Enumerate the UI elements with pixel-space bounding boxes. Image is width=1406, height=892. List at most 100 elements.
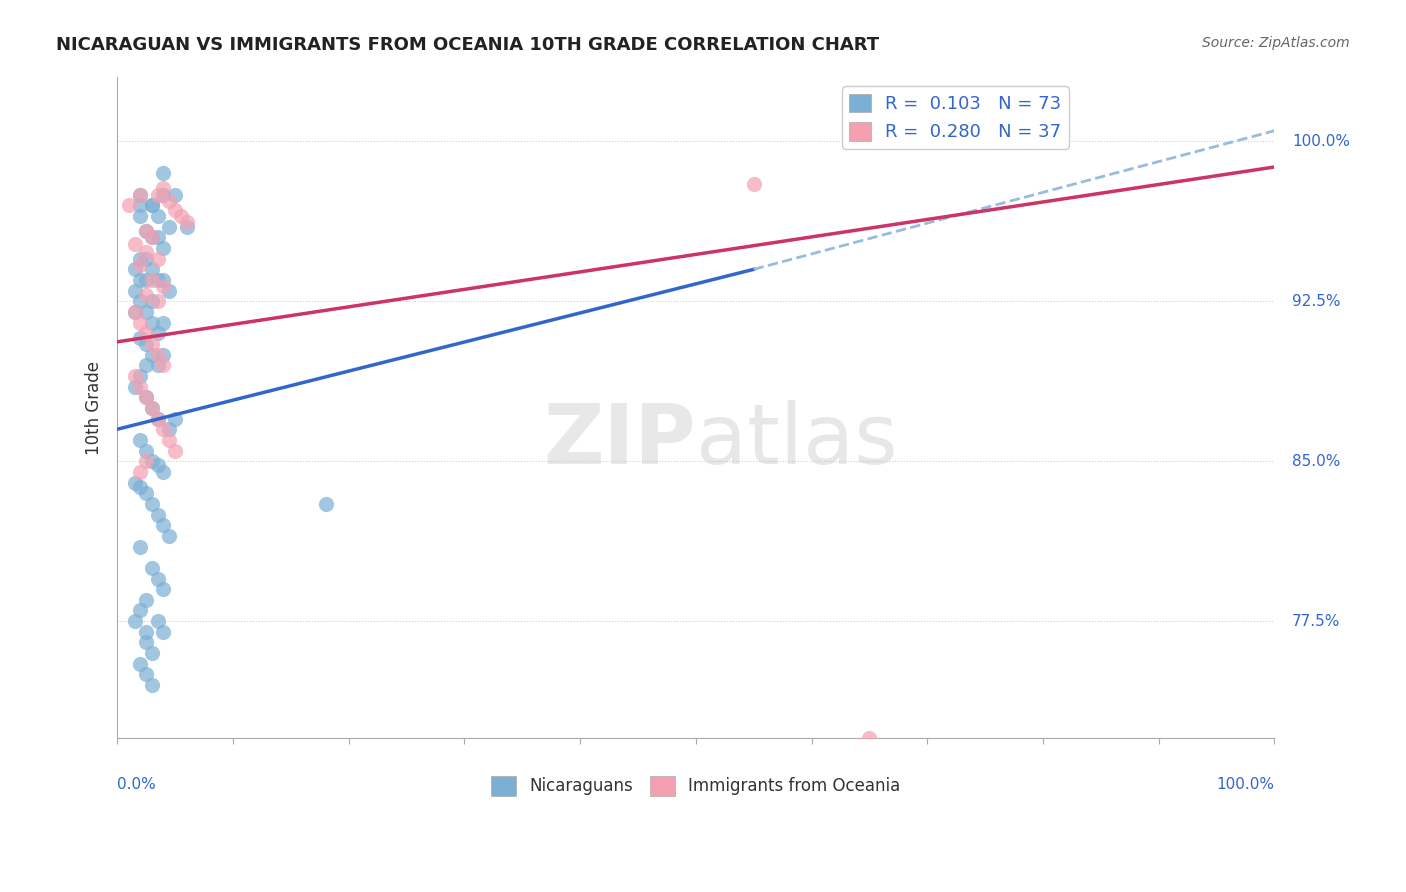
Point: [141, 348, 163, 362]
Point: [146, 411, 169, 425]
Point: [165, 187, 187, 202]
Point: [152, 181, 174, 195]
Point: [146, 359, 169, 373]
Y-axis label: 10th Grade: 10th Grade: [86, 361, 103, 455]
Point: [129, 603, 152, 617]
Point: [124, 284, 146, 298]
Point: [124, 614, 146, 628]
Point: [165, 202, 187, 217]
Text: 85.0%: 85.0%: [1292, 454, 1340, 468]
Text: 92.5%: 92.5%: [1292, 293, 1340, 309]
Point: [858, 731, 880, 746]
Point: [135, 443, 157, 458]
Point: [129, 209, 152, 223]
Text: atlas: atlas: [696, 401, 897, 482]
Point: [152, 348, 174, 362]
Point: [129, 368, 152, 383]
Point: [152, 273, 174, 287]
Point: [129, 540, 152, 554]
Point: [141, 337, 163, 351]
Point: [157, 422, 180, 436]
Point: [129, 433, 152, 447]
Point: [135, 454, 157, 468]
Point: [141, 316, 163, 330]
Point: [146, 187, 169, 202]
Point: [129, 465, 152, 479]
Point: [157, 529, 180, 543]
Point: [129, 187, 152, 202]
Point: [152, 166, 174, 180]
Point: [146, 348, 169, 362]
Point: [146, 458, 169, 473]
Point: [135, 305, 157, 319]
Point: [129, 273, 152, 287]
Point: [157, 284, 180, 298]
Point: [129, 258, 152, 272]
Point: [146, 294, 169, 309]
Point: [315, 497, 337, 511]
Point: [124, 262, 146, 277]
Point: [165, 411, 187, 425]
Point: [170, 209, 193, 223]
Point: [742, 177, 765, 191]
Point: [135, 624, 157, 639]
Point: [141, 262, 163, 277]
Text: 77.5%: 77.5%: [1292, 614, 1340, 629]
Point: [152, 359, 174, 373]
Point: [146, 572, 169, 586]
Point: [141, 678, 163, 692]
Point: [135, 337, 157, 351]
Point: [141, 497, 163, 511]
Point: [129, 252, 152, 266]
Point: [152, 316, 174, 330]
Point: [118, 198, 141, 212]
Point: [135, 592, 157, 607]
Point: [129, 187, 152, 202]
Point: [176, 219, 198, 234]
Point: [157, 219, 180, 234]
Point: [129, 198, 152, 212]
Point: [141, 561, 163, 575]
Point: [135, 273, 157, 287]
Point: [135, 390, 157, 404]
Text: 0.0%: 0.0%: [117, 777, 156, 792]
Point: [124, 305, 146, 319]
Point: [141, 230, 163, 244]
Point: [141, 646, 163, 660]
Point: [152, 518, 174, 533]
Legend: Nicaraguans, Immigrants from Oceania: Nicaraguans, Immigrants from Oceania: [485, 769, 907, 803]
Point: [124, 379, 146, 393]
Point: [141, 401, 163, 415]
Point: [141, 230, 163, 244]
Point: [146, 252, 169, 266]
Point: [124, 475, 146, 490]
Point: [135, 667, 157, 681]
Point: [129, 294, 152, 309]
Point: [152, 465, 174, 479]
Point: [176, 215, 198, 229]
Point: [135, 224, 157, 238]
Point: [152, 624, 174, 639]
Point: [141, 273, 163, 287]
Text: 100.0%: 100.0%: [1292, 134, 1350, 149]
Point: [146, 209, 169, 223]
Text: Source: ZipAtlas.com: Source: ZipAtlas.com: [1202, 36, 1350, 50]
Point: [135, 224, 157, 238]
Point: [129, 657, 152, 671]
Point: [152, 241, 174, 255]
Point: [135, 245, 157, 260]
Text: 100.0%: 100.0%: [1216, 777, 1274, 792]
Point: [146, 230, 169, 244]
Point: [152, 582, 174, 597]
Point: [152, 187, 174, 202]
Point: [141, 454, 163, 468]
Point: [135, 326, 157, 341]
Point: [152, 422, 174, 436]
Point: [135, 390, 157, 404]
Text: NICARAGUAN VS IMMIGRANTS FROM OCEANIA 10TH GRADE CORRELATION CHART: NICARAGUAN VS IMMIGRANTS FROM OCEANIA 10…: [56, 36, 879, 54]
Point: [135, 288, 157, 302]
Point: [124, 236, 146, 251]
Point: [157, 194, 180, 208]
Point: [141, 294, 163, 309]
Point: [129, 379, 152, 393]
